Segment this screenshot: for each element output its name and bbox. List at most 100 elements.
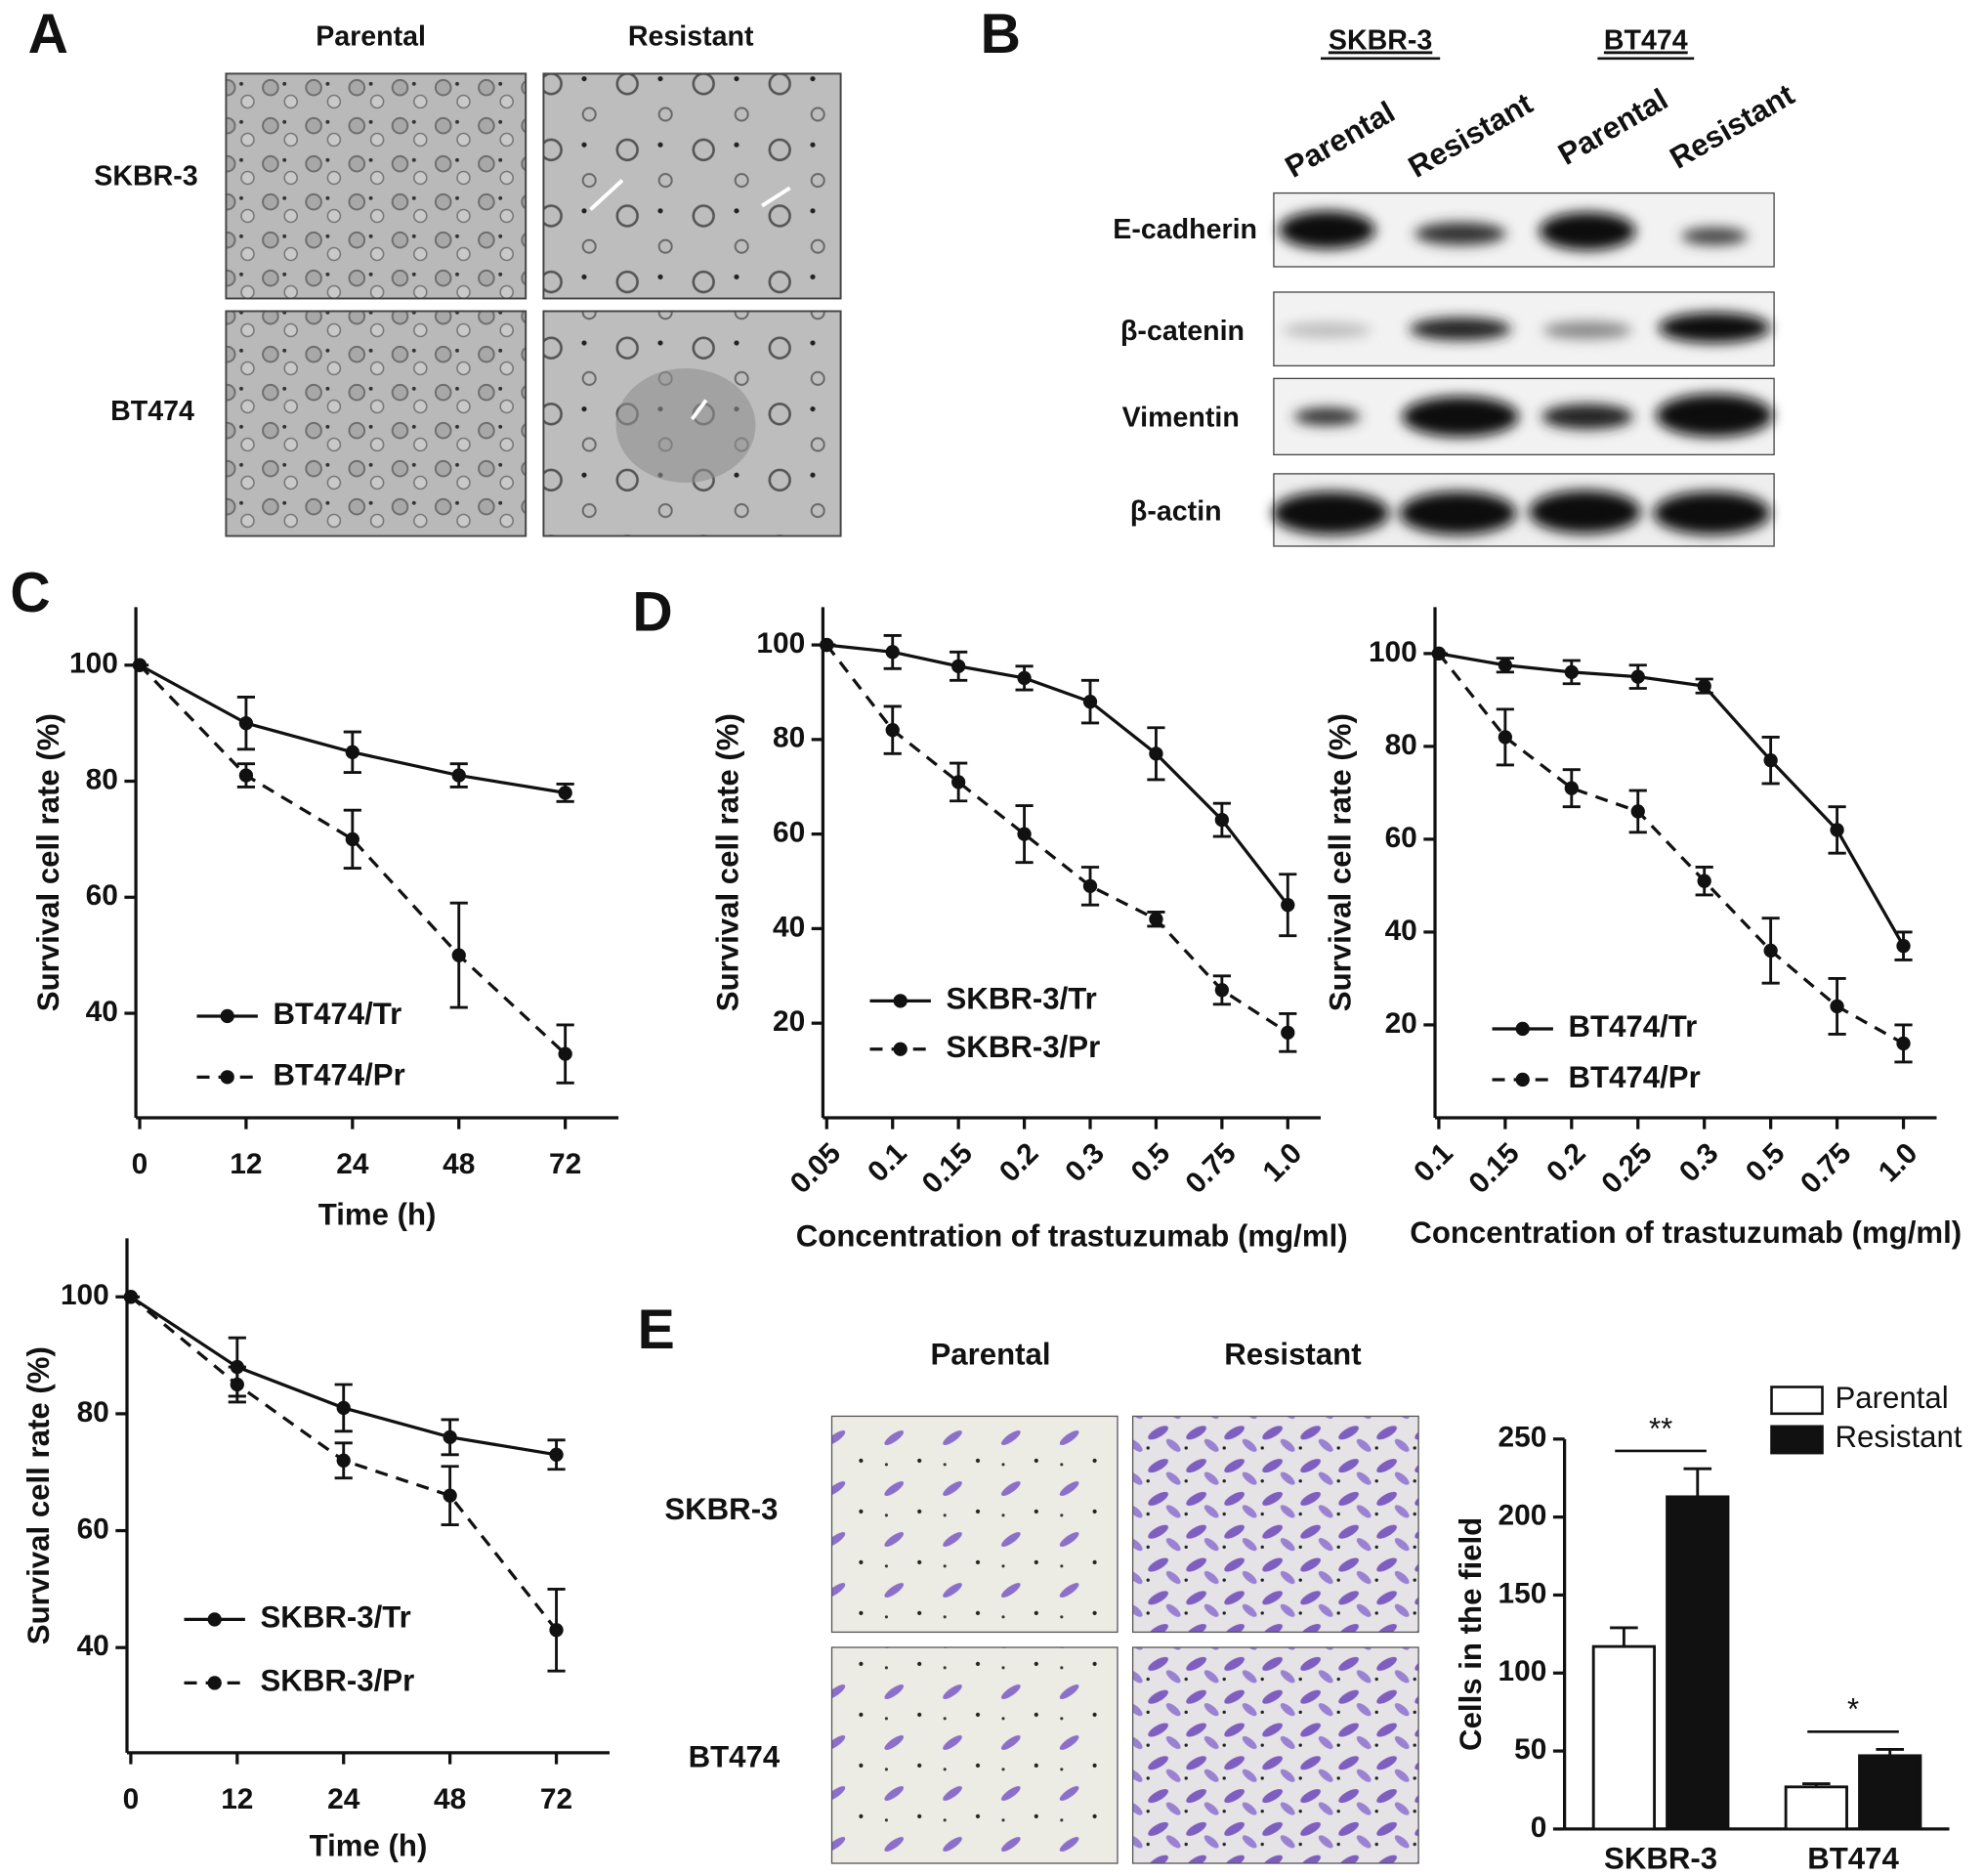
point [230,1377,244,1392]
point [345,831,359,847]
x-tick-label: 24 [327,1783,360,1815]
y-axis-label: Survival cell rate (%) [711,713,745,1011]
point [132,658,148,672]
point [951,659,966,674]
legend-label: BT474/Tr [274,997,402,1031]
y-tick-label: 60 [773,817,805,849]
x-axis-label: Time (h) [318,1198,437,1232]
legend-marker [207,1612,222,1627]
legend-label: BT474/Tr [1569,1009,1698,1044]
point [820,637,834,653]
point [336,1453,351,1468]
point [1498,730,1513,745]
x-axis-label: Time (h) [310,1829,428,1863]
band [1414,222,1506,245]
x-tick-label: 72 [549,1148,581,1180]
row-label: BT474 [110,396,194,427]
point [238,715,254,731]
point [558,786,572,800]
x-tick-label: 0.1 [862,1137,913,1189]
x-tick-label: SKBR-3 [1604,1842,1717,1876]
protein-label: β-catenin [1120,316,1245,347]
point [1896,939,1911,954]
y-axis-label: Survival cell rate (%) [31,713,65,1011]
group-label: BT474 [1604,24,1688,56]
band [1272,491,1390,535]
x-tick-label: 0.2 [993,1137,1045,1189]
point [1564,781,1579,795]
row-label: BT474 [689,1740,781,1774]
column-label: Resistant [1224,1338,1361,1372]
point [1082,878,1098,893]
point [1017,827,1032,841]
error-bar [1683,1467,1712,1497]
bar [1784,1785,1848,1831]
x-axis-label: Concentration of trastuzumab (mg/ml) [1410,1215,1962,1250]
point [123,1290,139,1304]
point [1214,983,1230,998]
point [1630,804,1645,819]
y-tick-label: 100 [756,627,805,660]
y-tick-label: 80 [773,722,805,754]
y-tick-label: 20 [1385,1007,1417,1040]
column-label: Parental [930,1338,1050,1372]
point [451,948,466,962]
band [1541,404,1633,430]
band [1279,210,1375,249]
legend-label: BT474/Pr [1569,1060,1701,1094]
x-tick-label: 24 [336,1148,369,1180]
point [451,768,466,783]
panel-letter: B [981,3,1021,65]
point [558,1046,572,1061]
legend-marker [207,1676,222,1690]
x-tick-label: 0.15 [916,1137,979,1200]
x-tick-label: BT474 [1807,1842,1899,1876]
x-tick-label: 12 [221,1783,253,1815]
micrograph [830,1415,1119,1634]
y-tick-label: 80 [1385,729,1417,761]
column-label: Resistant [628,21,754,53]
point [1630,669,1645,684]
bar [1591,1644,1657,1831]
x-tick-label: 0.5 [1125,1137,1177,1189]
significance-label: * [1847,1692,1859,1727]
y-axis-label: Cells in the field [1454,1517,1488,1751]
arrow [690,399,708,421]
micrograph [1131,1646,1419,1864]
series-line [1438,652,1905,947]
point [1896,1036,1911,1051]
band [1542,320,1632,340]
bar [1666,1495,1730,1831]
point [1214,812,1230,828]
band [1658,312,1771,343]
y-tick-label: 80 [77,1396,109,1428]
legend-marker [220,1008,234,1024]
band [1656,393,1773,438]
point [1498,658,1513,672]
x-tick-label: 0.05 [784,1137,847,1200]
y-tick-label: 40 [86,996,118,1028]
y-tick-label: 150 [1499,1577,1547,1609]
y-tick-label: 100 [61,1279,109,1311]
row-label: SKBR-3 [664,1492,778,1526]
y-tick-label: 100 [1499,1655,1547,1687]
band [1283,322,1372,338]
y-axis-label: Survival cell rate (%) [21,1346,56,1644]
error-bar [1610,1626,1638,1647]
point [1281,898,1295,913]
y-tick-label: 60 [77,1513,109,1545]
band [1539,212,1636,251]
point [885,723,900,738]
micrograph [542,72,842,300]
panel-letter: E [638,1299,675,1361]
y-axis-label: Survival cell rate (%) [1323,713,1357,1011]
legend-label: Resistant [1836,1420,1963,1454]
x-tick-label: 12 [230,1148,262,1180]
x-tick-label: 1.0 [1873,1137,1924,1189]
band [1529,490,1641,533]
band [1402,396,1519,438]
point [1697,678,1711,694]
arrow [760,186,791,208]
x-tick-label: 0.75 [1794,1137,1857,1200]
